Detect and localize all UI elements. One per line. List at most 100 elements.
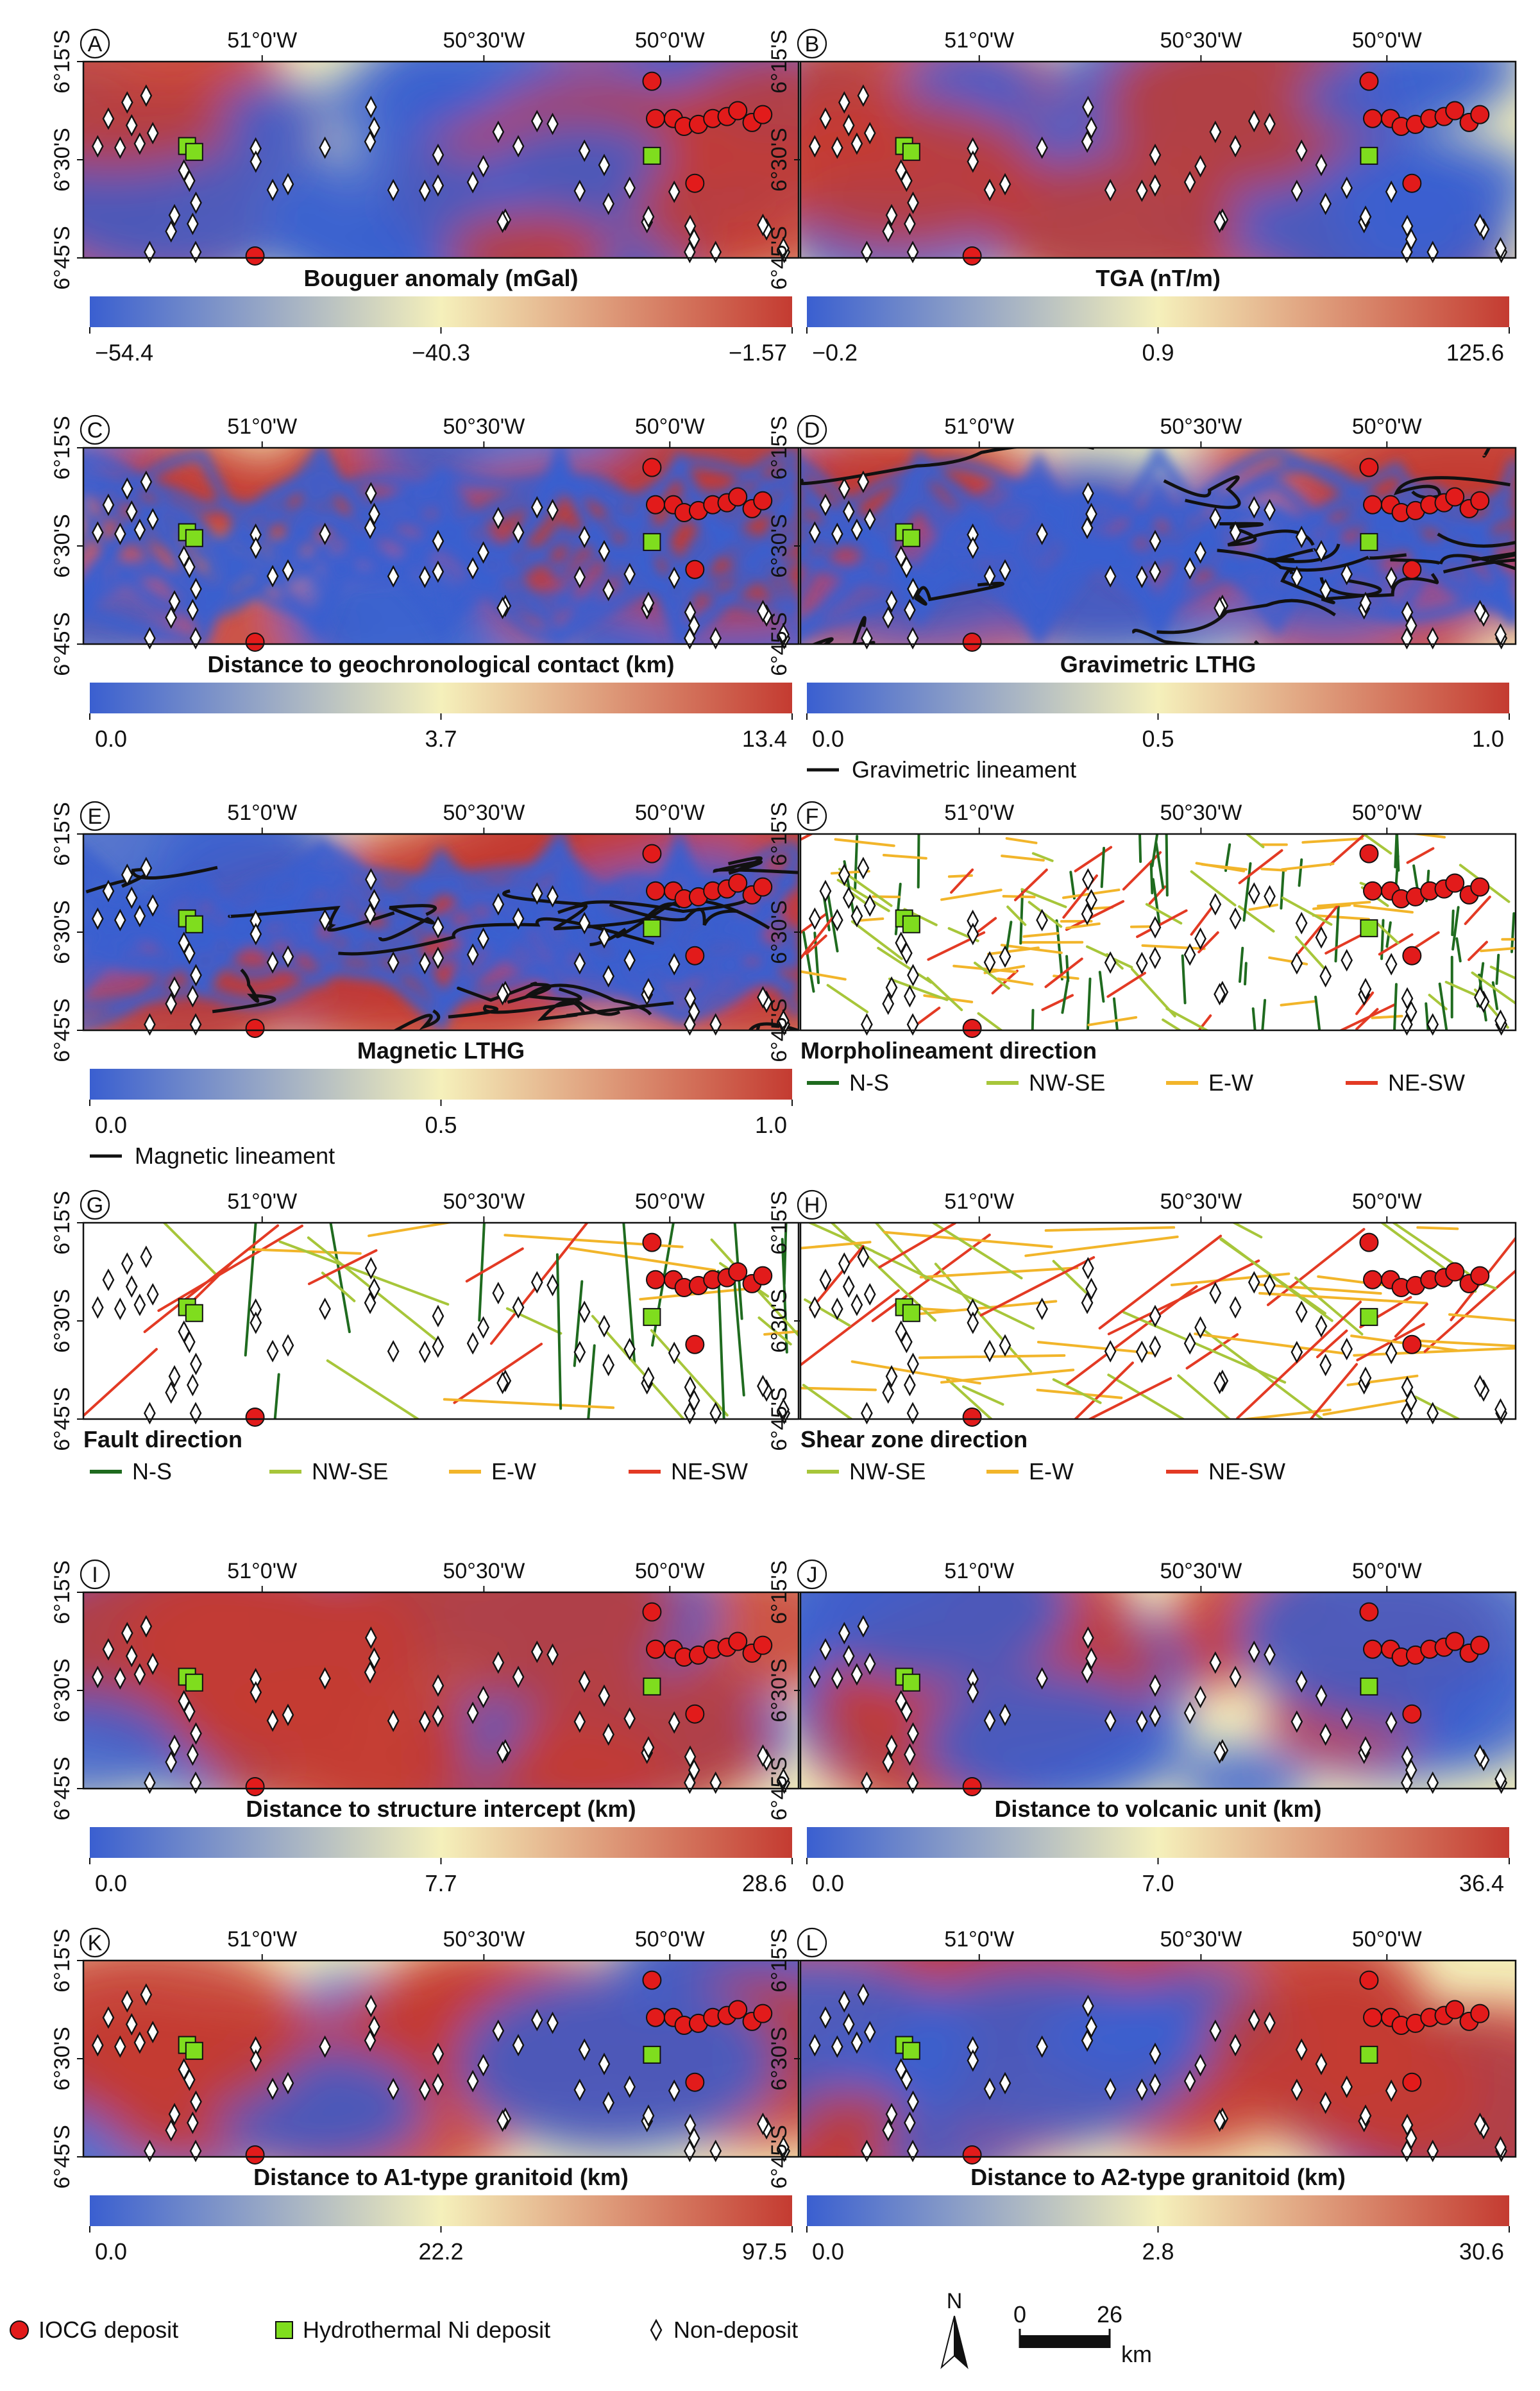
non-deposit-marker <box>1081 516 1094 540</box>
direction-line <box>987 946 1040 956</box>
direction-line <box>1312 903 1351 910</box>
non-deposit-marker <box>1104 2077 1117 2100</box>
non-deposit-marker <box>906 1402 919 1425</box>
panel-title: Distance to volcanic unit (km) <box>994 1796 1321 1822</box>
lineament-line <box>537 1000 674 1021</box>
raster-blob <box>219 81 330 144</box>
iocg-deposit-marker <box>245 2145 265 2165</box>
direction-line <box>1036 1388 1123 1399</box>
non-deposit-marker <box>1341 1707 1353 1730</box>
non-deposit-marker <box>1081 1661 1094 1684</box>
direction-line <box>1510 912 1516 953</box>
non-deposit-marker <box>432 1304 444 1328</box>
non-deposit-marker <box>642 2104 655 2127</box>
direction-line <box>157 1224 303 1313</box>
non-deposit-marker <box>907 2090 919 2113</box>
iocg-deposit-marker <box>685 559 705 579</box>
non-deposit-marker <box>125 886 138 909</box>
direction-line <box>1149 863 1154 895</box>
colorbar-tick-label: 30.6 <box>1459 2238 1504 2265</box>
non-deposit-marker <box>364 1626 377 1649</box>
non-deposit-marker <box>496 597 509 620</box>
colorbar-tick-label: 0.0 <box>95 1870 127 1896</box>
direction-line <box>1087 1377 1172 1419</box>
lon-label: 51°0'W <box>227 1559 297 1583</box>
non-deposit-marker <box>1149 529 1162 553</box>
non-deposit-marker <box>999 1703 1011 1726</box>
iocg-deposit-marker <box>753 877 773 897</box>
colorbar-tick-label: 0.9 <box>1142 339 1174 366</box>
non-deposit-marker <box>578 1300 591 1323</box>
non-deposit-marker <box>1359 1736 1372 1759</box>
non-deposit-marker <box>432 1705 444 1728</box>
non-deposit-marker <box>1474 986 1486 1009</box>
non-deposit-marker <box>187 599 199 622</box>
direction-line <box>569 1247 716 1272</box>
non-deposit-marker <box>133 132 146 155</box>
colorbar-tick-label: 0.0 <box>812 2238 844 2265</box>
non-deposit-marker <box>1315 1315 1328 1338</box>
panel-title: Magnetic LTHG <box>357 1037 525 1064</box>
non-deposit-marker <box>168 2102 181 2125</box>
direction-line <box>244 1223 257 1357</box>
non-deposit-marker <box>1149 1304 1162 1328</box>
lat-label: 6°15'S <box>50 1191 74 1255</box>
panel-title: Distance to A2-type granitoid (km) <box>970 2164 1346 2190</box>
non-deposit-marker <box>1082 1995 1094 2018</box>
direction-line <box>1145 903 1183 925</box>
direction-line <box>1261 999 1267 1030</box>
lon-label: 51°0'W <box>944 801 1014 825</box>
non-deposit-marker <box>1149 2042 1162 2066</box>
iocg-deposit-marker <box>642 1602 662 1622</box>
non-deposit-marker <box>492 2020 505 2043</box>
lon-label: 50°30'W <box>1160 1559 1242 1583</box>
direction-line <box>329 1223 351 1334</box>
iocg-deposit-marker <box>1402 559 1422 579</box>
non-deposit-marker <box>190 964 202 987</box>
ni-deposit-marker <box>1360 919 1378 937</box>
non-deposit-marker <box>102 1638 115 1661</box>
non-deposit-marker <box>1194 1685 1206 1708</box>
non-deposit-marker <box>1214 210 1226 234</box>
non-deposit-marker <box>121 91 133 114</box>
non-deposit-marker <box>190 1352 202 1375</box>
ni-deposit-marker <box>1360 1677 1378 1696</box>
lon-label: 51°0'W <box>227 1927 297 1952</box>
non-deposit-marker <box>387 951 400 974</box>
lineament-line <box>908 581 1004 606</box>
non-deposit-marker <box>144 241 156 264</box>
raster-blob <box>800 98 1040 251</box>
non-deposit-marker <box>573 566 586 589</box>
direction-line <box>1316 901 1371 908</box>
direction-legend-label: E-W <box>1029 1458 1074 1485</box>
direction-line <box>830 1223 937 1322</box>
non-deposit-marker <box>684 2140 696 2163</box>
non-deposit-marker <box>885 2102 898 2125</box>
non-deposit-marker <box>1319 2091 1332 2114</box>
non-deposit-marker <box>512 1665 525 1689</box>
colorbar <box>807 296 1509 327</box>
non-deposit-marker <box>1474 2113 1486 2136</box>
non-deposit-marker <box>863 894 876 917</box>
lineament-line <box>338 917 655 956</box>
non-deposit-marker <box>598 926 611 949</box>
direction-line <box>1280 1000 1316 1007</box>
non-deposit-marker <box>1341 949 1353 972</box>
panel-h: H 51°0'W 50°30'W 50°0'W 6°15'S 6°30'S 6°45'S Sh… <box>767 1189 1517 1485</box>
direction-line <box>1244 962 1248 986</box>
colorbar-tick-label: 0.5 <box>425 1112 457 1138</box>
direction-line <box>800 970 847 981</box>
non-deposit-marker <box>418 2078 431 2101</box>
non-deposit-marker <box>602 965 615 988</box>
lat-label: 6°15'S <box>767 416 791 480</box>
lon-label: 50°30'W <box>1160 1927 1242 1952</box>
lat-label: 6°45'S <box>767 612 791 676</box>
raster-blob <box>800 1592 1072 1685</box>
non-deposit-marker <box>1036 522 1048 545</box>
non-deposit-marker <box>668 1341 681 1365</box>
non-deposit-marker <box>133 2031 146 2054</box>
non-deposit-marker <box>1036 136 1048 159</box>
iocg-deposit-marker <box>1402 946 1422 966</box>
lineament-line <box>378 904 437 942</box>
non-deposit-marker <box>1426 2140 1439 2163</box>
